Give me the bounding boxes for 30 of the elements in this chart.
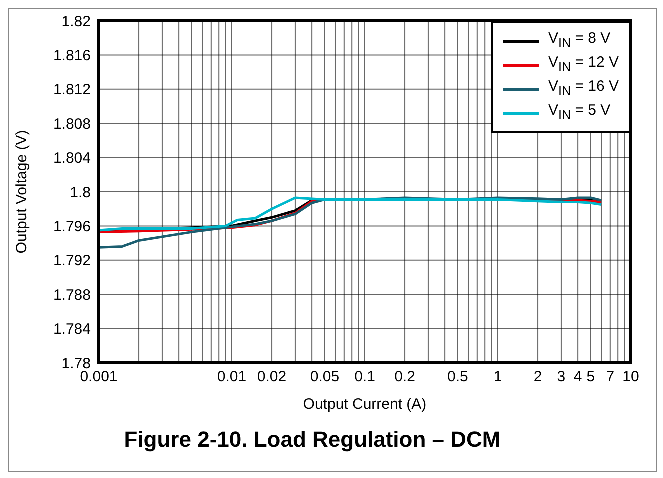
x-tick-label: 0.2 [394,368,416,386]
x-tick-label: 0.05 [310,368,340,386]
y-tick-label: 1.804 [53,150,91,168]
x-tick-label: 5 [586,368,596,386]
x-tick-label: 1 [494,368,502,386]
y-tick-label: 1.792 [53,252,91,270]
y-tick-label: 1.808 [53,116,91,133]
x-tick-label: 10 [622,368,640,386]
x-tick-label: 2 [534,368,542,386]
legend-label: V$_{IN}$ = 5 V [548,101,611,124]
legend-label: V$_{IN}$ = 12 V [548,53,619,76]
x-tick-label: 7 [606,368,615,386]
y-tick-label: 1.82 [62,13,91,30]
x-tick-label: 3 [557,368,566,386]
y-tick-label: 1.784 [53,321,91,338]
x-tick-label: 4 [574,368,582,386]
x-axis-title: Output Current (A) [303,396,427,413]
legend-label: V$_{IN}$ = 8 V [548,29,611,52]
legend-label: V$_{IN}$ = 16 V [548,77,619,100]
x-tick-label: 0.5 [448,368,468,386]
x-tick-label: 0.1 [354,368,376,386]
y-tick-label: 1.812 [53,82,91,99]
y-tick-label: 1.796 [53,218,91,236]
y-tick-label: 1.788 [53,286,91,304]
y-tick-label: 1.8 [70,184,91,202]
x-tick-label: 0.02 [257,368,287,386]
x-tick-label: 0.01 [217,368,247,386]
y-tick-label: 1.816 [53,48,91,65]
y-axis-title: Output Voltage (V) [13,130,30,254]
text: Figure 2-10. Load Regulation – DCM [123,427,502,453]
